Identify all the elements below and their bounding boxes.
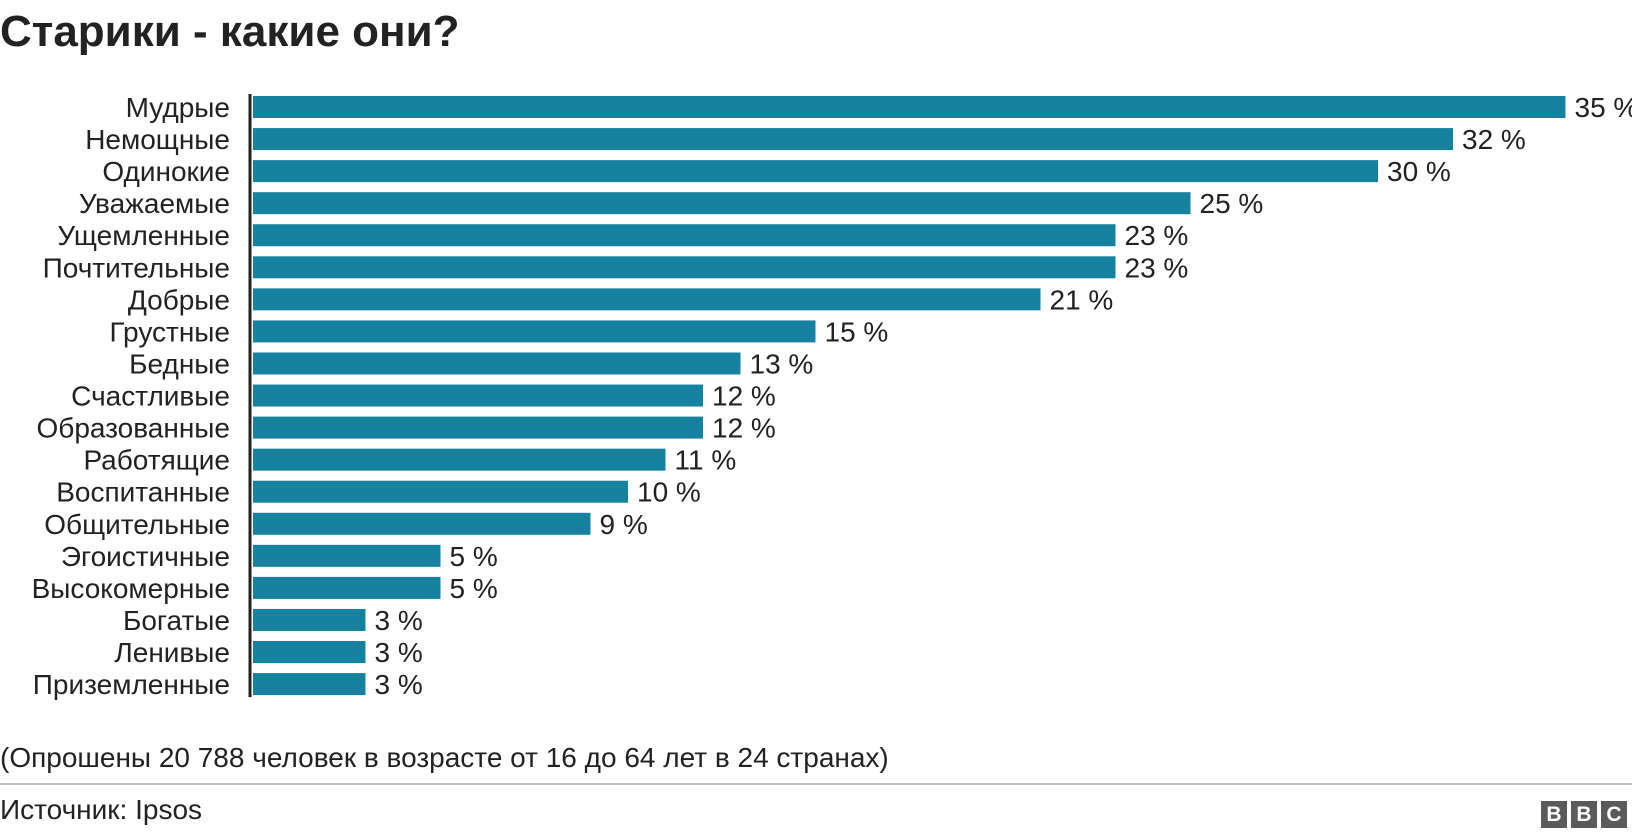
bar-chart: Мудрые 35 % Немощные 32 % Одинокие 30 % Уважае…	[32, 92, 1632, 700]
value-label: 21 %	[1050, 284, 1114, 315]
source-label: Источник: Ipsos	[0, 794, 203, 825]
survey-note: (Опрошены 20 788 человек в возрасте от 1…	[0, 742, 889, 773]
category-label: Богатые	[123, 605, 230, 636]
bar	[253, 544, 441, 567]
bar	[253, 256, 1116, 279]
bar	[253, 224, 1116, 247]
category-label: Высокомерные	[32, 573, 230, 604]
bar	[253, 673, 366, 696]
bar	[253, 352, 741, 375]
category-label: Общительные	[44, 509, 230, 540]
bar	[253, 480, 628, 503]
footer-divider	[0, 783, 1632, 785]
value-label: 5 %	[450, 541, 498, 572]
bar	[253, 608, 366, 631]
category-label: Немощные	[85, 124, 230, 155]
category-label: Ленивые	[114, 637, 230, 668]
bar	[253, 320, 816, 343]
value-label: 12 %	[712, 413, 776, 444]
bbc-logo-letter: B	[1571, 801, 1597, 828]
bar	[253, 448, 666, 471]
bar	[253, 641, 366, 664]
value-label: 5 %	[450, 573, 498, 604]
value-label: 15 %	[825, 316, 889, 347]
bbc-logo-letter: B	[1541, 801, 1567, 828]
category-label: Образованные	[37, 413, 231, 444]
bar	[253, 128, 1453, 151]
value-label: 30 %	[1387, 156, 1451, 187]
category-label: Добрые	[128, 284, 230, 315]
category-label: Бедные	[129, 348, 230, 379]
value-label: 3 %	[375, 637, 423, 668]
value-label: 23 %	[1125, 252, 1189, 283]
category-label: Эгоистичные	[61, 541, 230, 572]
category-label: Работящие	[83, 445, 230, 476]
chart-title: Старики - какие они?	[0, 7, 460, 56]
value-label: 35 %	[1575, 92, 1632, 123]
bar	[253, 288, 1041, 311]
category-label: Грустные	[109, 316, 230, 347]
bar	[253, 384, 703, 407]
bar	[253, 96, 1566, 118]
value-label: 11 %	[675, 445, 737, 476]
category-label: Почтительные	[43, 252, 230, 283]
category-label: Приземленные	[33, 669, 230, 700]
bbc-logo-letter: C	[1601, 801, 1627, 828]
bar	[253, 160, 1378, 183]
value-label: 10 %	[637, 477, 701, 508]
value-label: 23 %	[1125, 220, 1189, 251]
value-label: 32 %	[1462, 124, 1526, 155]
category-label: Ущемленные	[57, 220, 230, 251]
bar	[253, 416, 703, 439]
value-label: 25 %	[1200, 188, 1264, 219]
value-label: 12 %	[712, 381, 776, 412]
bar	[253, 576, 441, 599]
bbc-logo: B B C	[1541, 801, 1627, 828]
category-label: Воспитанные	[56, 477, 230, 508]
bar	[253, 192, 1191, 215]
value-label: 3 %	[375, 669, 423, 700]
value-label: 13 %	[750, 348, 814, 379]
category-label: Счастливые	[71, 381, 230, 412]
bar	[253, 512, 591, 535]
value-label: 3 %	[375, 605, 423, 636]
category-label: Мудрые	[126, 92, 230, 123]
category-label: Одинокие	[102, 156, 230, 187]
value-label: 9 %	[600, 509, 648, 540]
category-label: Уважаемые	[79, 188, 230, 219]
